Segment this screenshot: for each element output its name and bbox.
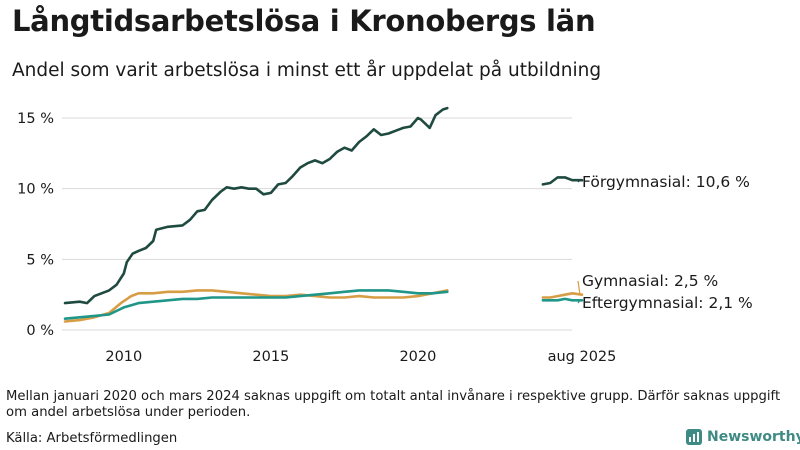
series-lines: [63, 106, 584, 323]
y-tick-label: 15 %: [17, 111, 54, 127]
y-tick-label: 10 %: [17, 182, 54, 198]
y-tick-label: 0 %: [26, 323, 54, 339]
x-tick-label: 2020: [399, 349, 436, 365]
chart-title: Långtidsarbetslösa i Kronobergs län: [12, 4, 596, 38]
series-line-forgymnasial: [541, 176, 584, 186]
label-leader-eftergymnasial: [577, 299, 581, 304]
x-tick-label: 2015: [252, 349, 289, 365]
line-chart: 0 % 5 % 10 % 15 % 2010 2015 2020 aug 2025 Förg…: [17, 106, 753, 365]
source-text: Källa: Arbetsförmedlingen: [6, 431, 178, 446]
x-tick-label: aug 2025: [548, 349, 617, 365]
x-axis-ticks: 2010 2015 2020 aug 2025: [105, 349, 616, 365]
series-label-forgymnasial: Förgymnasial: 10,6 %: [582, 173, 750, 191]
y-axis-ticks: 0 % 5 % 10 % 15 %: [17, 111, 54, 339]
footnote: Mellan januari 2020 och mars 2024 saknas…: [6, 389, 781, 420]
brand-name: Newsworthy: [707, 429, 800, 445]
series-line-gymnasial: [541, 292, 584, 299]
chart-subtitle: Andel som varit arbetslösa i minst ett å…: [12, 60, 602, 81]
series-label-eftergymnasial: Eftergymnasial: 2,1 %: [582, 294, 753, 312]
series-line-forgymnasial: [63, 106, 449, 305]
y-tick-label: 5 %: [26, 252, 54, 268]
series-labels: Förgymnasial: 10,6 % Gymnasial: 2,5 % Efte…: [577, 173, 753, 312]
series-line-gymnasial: [63, 289, 449, 323]
gridlines: [62, 117, 572, 331]
label-leader-forgymnasial: [577, 179, 581, 183]
series-line-eftergymnasial: [541, 297, 584, 302]
series-line-eftergymnasial: [63, 289, 449, 320]
series-label-gymnasial: Gymnasial: 2,5 %: [582, 272, 718, 290]
newsworthy-logo: Newsworthy: [686, 429, 800, 445]
label-leader-gymnasial: [577, 280, 581, 295]
x-tick-label: 2010: [105, 349, 142, 365]
newsworthy-logo-icon: [686, 429, 702, 445]
